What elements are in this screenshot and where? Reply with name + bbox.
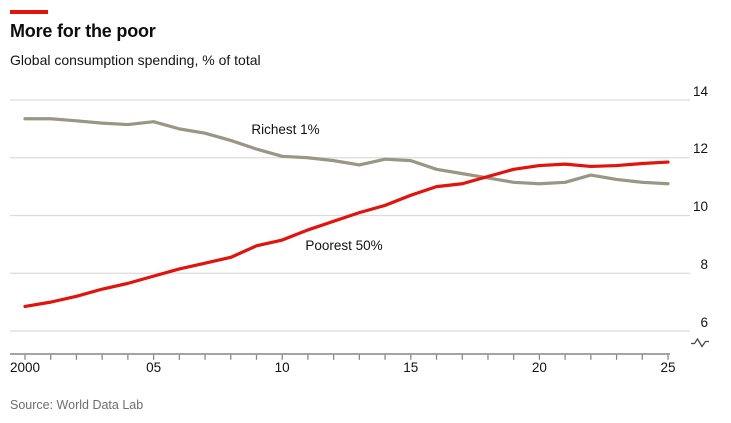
x-axis-label: 10 [274, 360, 290, 375]
series-line-poorest-50- [23, 160, 670, 309]
y-axis-label: 10 [692, 199, 708, 214]
chart-title: More for the poor [10, 21, 156, 41]
series-label-richest-1-: Richest 1% [251, 122, 320, 138]
y-axis-label: 12 [692, 141, 708, 157]
x-axis-label: 20 [531, 360, 547, 375]
x-axis-label: 15 [403, 360, 419, 375]
x-axis-label: 2000 [9, 360, 41, 375]
axis-break-icon [691, 337, 709, 348]
y-axis-label: 8 [700, 256, 708, 272]
source-note: Source: World Data Lab [10, 398, 144, 412]
y-axis-label: 6 [700, 314, 708, 330]
y-axis-label: 14 [692, 83, 708, 99]
chart-subtitle: Global consumption spending, % of total [10, 52, 261, 68]
x-axis-label: 25 [660, 360, 676, 375]
x-axis-label: 05 [146, 360, 162, 375]
series-label-poorest-50-: Poorest 50% [305, 237, 383, 253]
series-line-richest-1- [23, 117, 670, 186]
economist-tag-bar [10, 10, 48, 14]
